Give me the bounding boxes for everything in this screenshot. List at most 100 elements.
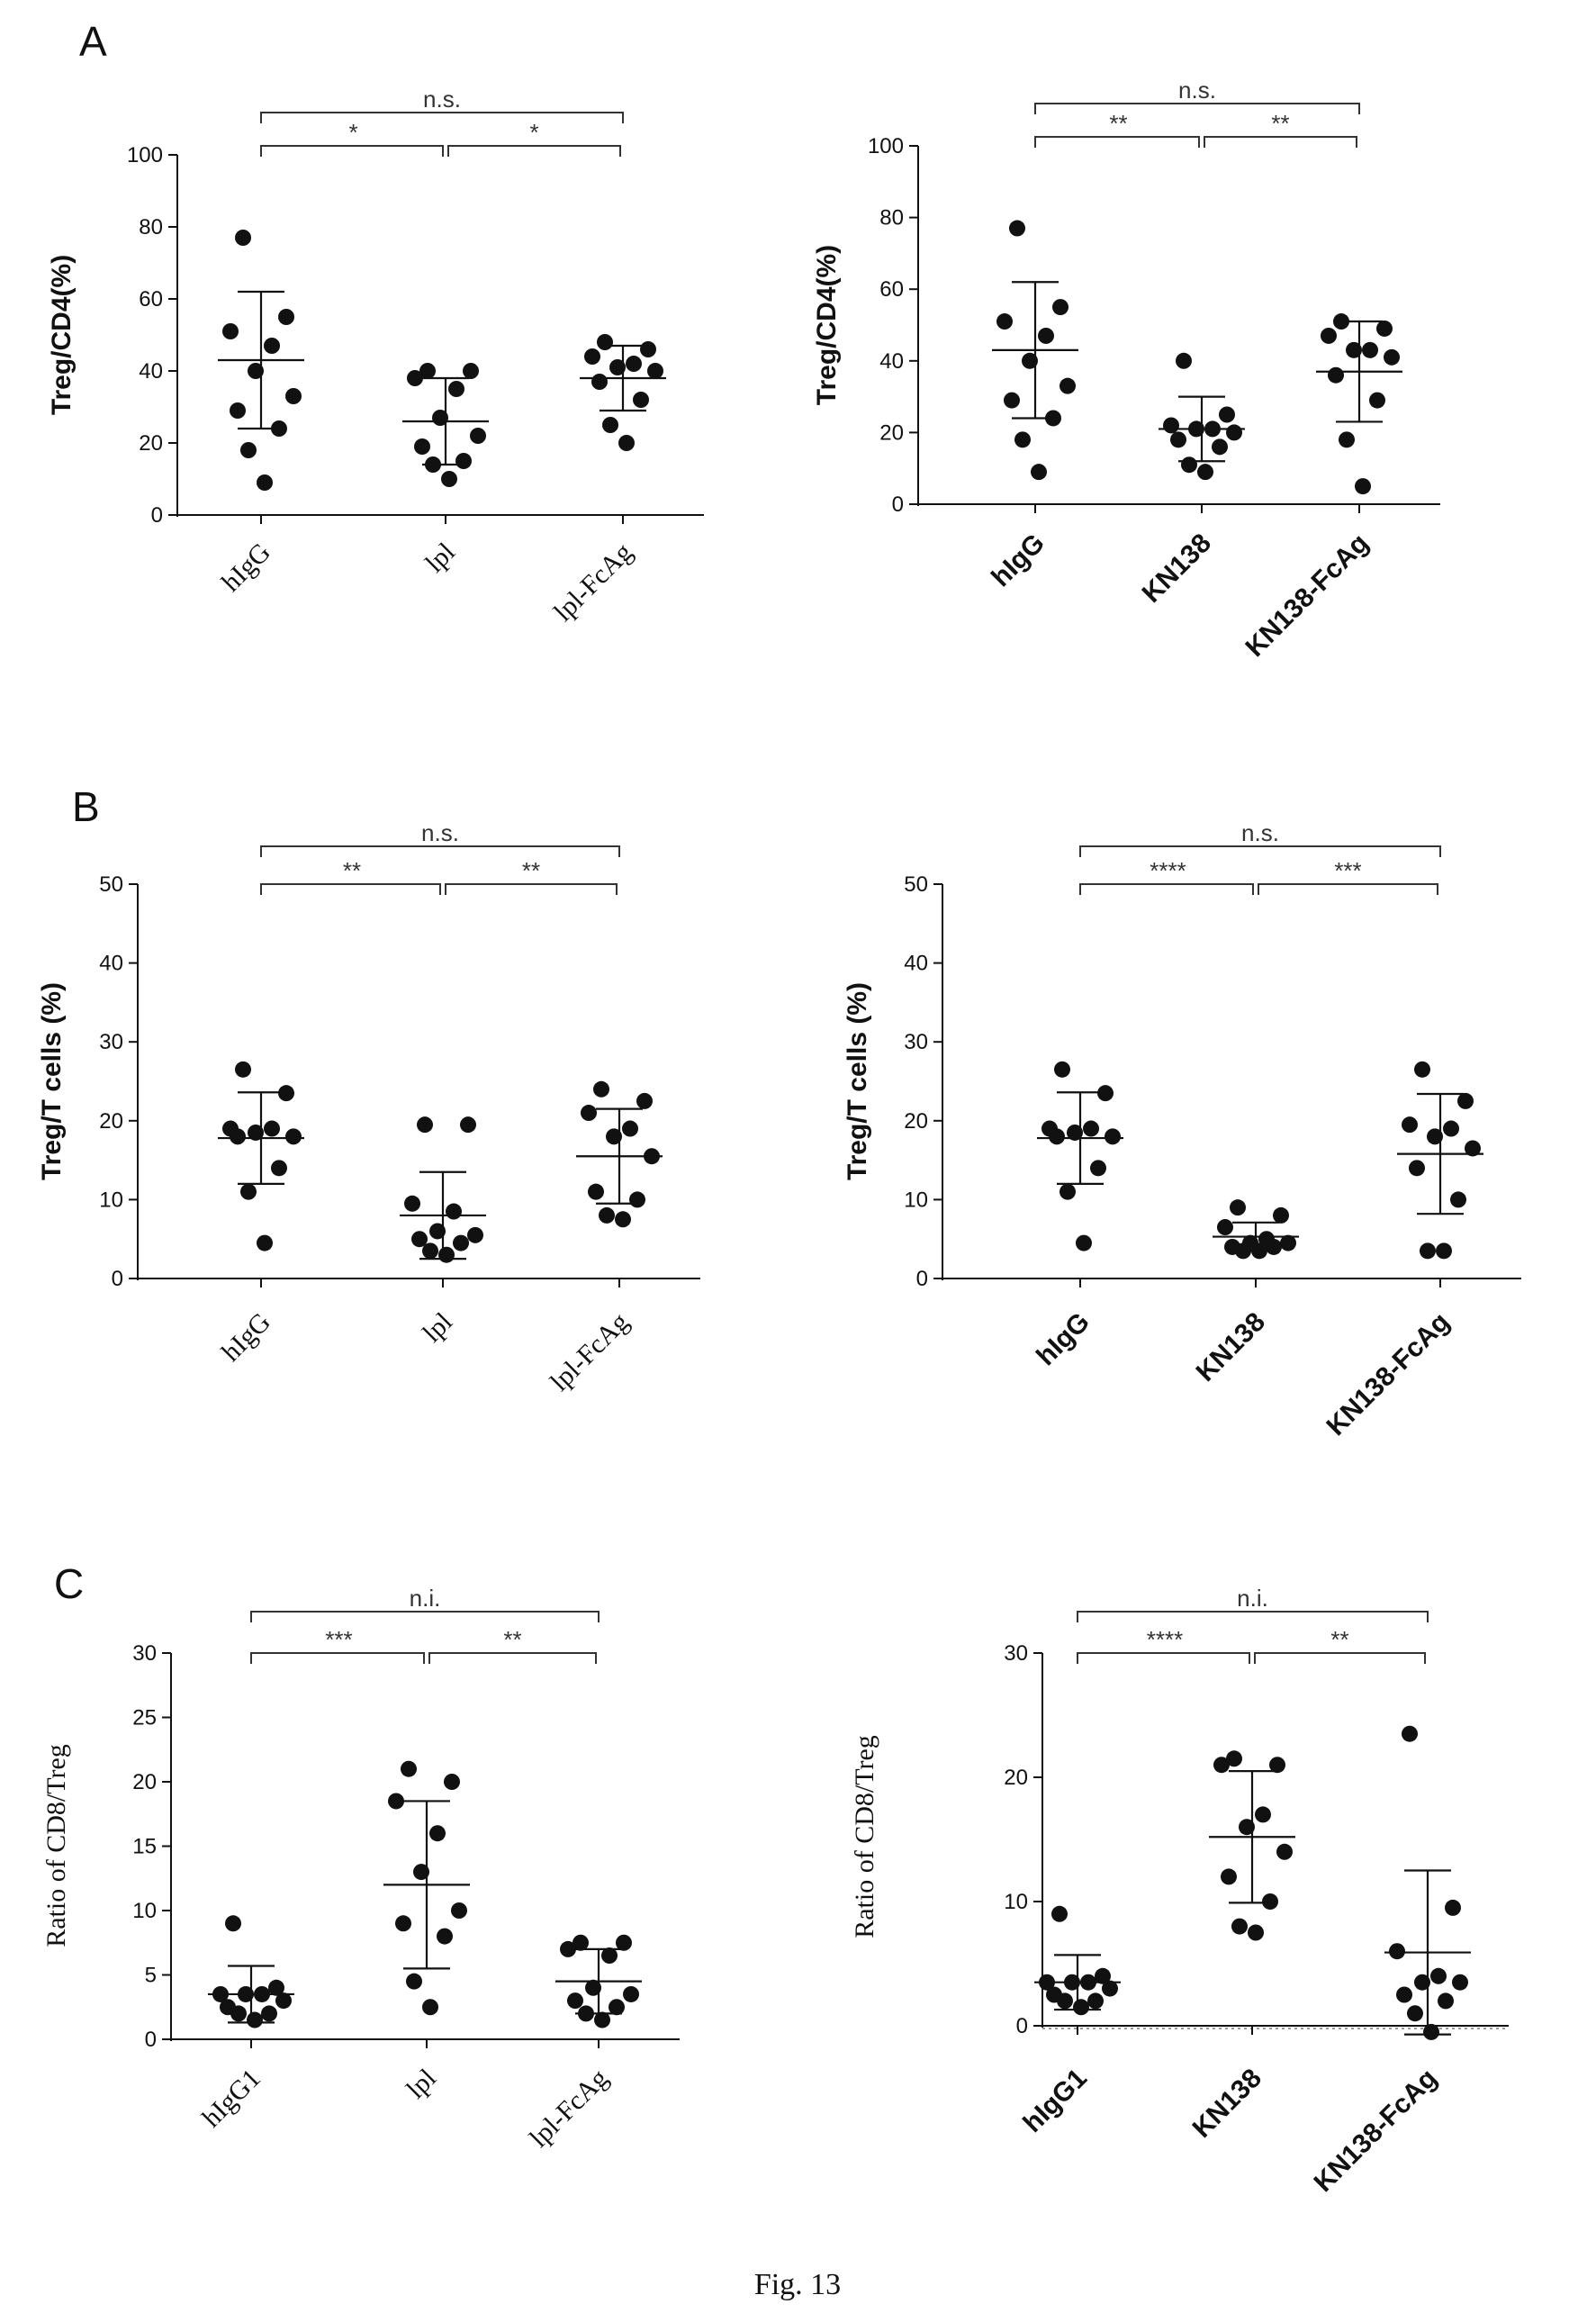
y-axis-label: Treg/CD4(%) [812,245,842,405]
data-point [422,1999,438,2016]
chart-a-right: 0 20 40 60 80 100 hIgG KN138 KN138-FcAg Treg/CD4(… [812,77,1440,663]
y-tick-label: 20 [1004,1766,1028,1790]
data-point [1231,1918,1248,1935]
significance-bracket [1079,883,1254,895]
y-tick-label: 30 [1004,1641,1028,1666]
data-point [567,1992,583,2010]
data-point [647,363,663,379]
category-label: KN138 [1191,1307,1271,1387]
data-point [1414,1061,1430,1078]
data-point [1450,1191,1466,1208]
significance-label: **** [1147,1626,1183,1653]
data-point [560,1940,576,1957]
data-point [437,1928,453,1945]
data-point [388,1793,404,1810]
y-tick-label: 20 [879,420,904,445]
data-point [1057,1992,1073,2010]
y-tick-label: 0 [145,2028,157,2052]
data-point [1073,1999,1089,2016]
data-point [1369,392,1385,409]
data-point [261,2005,277,2022]
data-point [1402,1116,1418,1134]
significance-label: **** [1150,857,1186,884]
significance-label: ** [1109,110,1127,137]
data-point [1213,1757,1230,1774]
data-point [1266,1238,1282,1255]
category-label: lpl [401,2064,442,2105]
significance-bracket [260,883,441,895]
data-point [1321,327,1337,344]
data-point [1221,1868,1237,1885]
data-point [1181,456,1197,474]
category-label: KN138-FcAg [1308,2064,1442,2198]
data-point [1170,431,1186,448]
data-point [1396,1986,1412,2003]
category-label: KN138-FcAg [1240,529,1374,663]
significance-bracket [260,145,444,157]
figure-caption: Fig. 13 [754,2268,841,2301]
category-label: hIgG [1031,1307,1096,1372]
data-point [451,1902,467,1919]
category-label: hIgG [986,529,1050,593]
data-point [636,1092,653,1109]
y-tick-label: 0 [892,492,904,517]
data-point [1226,1750,1242,1767]
data-point [1230,1199,1246,1216]
significance-label: ** [503,1626,521,1653]
y-tick-label: 10 [904,1188,928,1212]
data-point [1269,1757,1285,1774]
data-point [230,402,246,419]
data-point [1443,1120,1459,1137]
data-point [470,428,486,444]
y-tick-label: 10 [99,1188,123,1212]
category-label: lpl [417,1307,458,1349]
data-point [1414,1974,1430,1991]
y-tick-label: 0 [112,1267,123,1291]
data-point [406,1973,422,1990]
y-tick-label: 10 [132,1899,157,1923]
chart-c-left: 0 5 10 15 20 25 30 hIgG1 lpl lpl-FcAg Ratio of CD8… [41,1585,680,2154]
category-label: lpl-FcAg [524,2064,614,2154]
data-point [1083,1120,1099,1137]
y-tick-label: 40 [99,952,123,976]
data-point [1049,1128,1065,1145]
significance-bracket [1079,845,1441,857]
data-point [248,1124,264,1141]
data-point [441,471,457,487]
significance-label: *** [1334,857,1361,884]
data-point [1239,1819,1255,1836]
data-point [1163,417,1179,434]
y-tick-label: 25 [132,1706,157,1730]
data-point [602,417,618,433]
data-point [1280,1234,1296,1251]
category-label: hIgG1 [196,2064,266,2134]
y-tick-label: 100 [868,134,904,158]
chart-a-left: 0 20 40 60 80 100 hIgG lpl lpl-FcAg Treg/CD4(%) * *… [47,86,704,628]
data-point [1087,1992,1104,2010]
data-point [414,438,430,455]
y-axis-label: Ratio of CD8/Treg [850,1735,879,1938]
data-point [1427,1128,1443,1145]
data-point [407,370,423,386]
data-point [633,392,649,408]
significance-label: ** [1271,110,1289,137]
data-point [1423,2023,1439,2040]
significance-label: n.s. [1241,819,1279,846]
y-tick-label: 60 [879,277,904,302]
significance-label: ** [1330,1626,1348,1653]
data-point [247,2011,263,2028]
significance-bracket [1077,1611,1429,1622]
data-point [1004,392,1020,409]
significance-label: ** [522,857,540,884]
data-point [1054,1061,1070,1078]
data-point [429,1825,446,1842]
y-tick-label: 5 [145,1964,157,1988]
data-point [584,348,600,365]
data-point [404,1195,420,1212]
data-point [444,1774,460,1790]
significance-label: n.i. [1237,1585,1268,1612]
data-point [597,334,613,350]
data-point [1067,1124,1083,1141]
data-point [609,359,626,375]
